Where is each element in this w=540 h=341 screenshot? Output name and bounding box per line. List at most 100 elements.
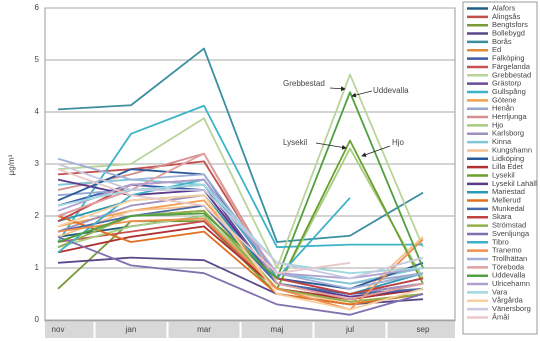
- legend-label: Herrljunga: [492, 112, 527, 121]
- legend-item: Strömstad: [467, 221, 526, 230]
- x-tick-label: sep: [417, 325, 430, 334]
- legend-item: Tibro: [467, 237, 509, 246]
- line: [57, 235, 424, 316]
- legend-item: Trollhättan: [467, 254, 527, 263]
- line: [57, 217, 424, 311]
- legend-item: Lidköping: [467, 154, 524, 163]
- legend-label: Falköping: [492, 54, 525, 63]
- legend-item: Gullspång: [467, 87, 526, 96]
- y-tick-label: 2: [35, 211, 40, 220]
- legend-item: Töreboda: [467, 262, 525, 271]
- legend-label: Grästorp: [492, 79, 521, 88]
- legend-item: Tranemo: [467, 246, 522, 255]
- y-tick-label: 6: [35, 3, 40, 12]
- annotation-arrow: [315, 142, 347, 150]
- legend-label: Lysekil: [492, 170, 515, 179]
- legend-label: Mellerud: [492, 196, 521, 205]
- y-tick-label: 5: [35, 55, 40, 64]
- legend-item: Ed: [467, 45, 501, 54]
- line: [57, 47, 424, 243]
- line: [57, 163, 424, 280]
- legend-label: Götene: [492, 95, 517, 104]
- legend-item: Skara: [467, 212, 512, 221]
- legend-item: Lysekil: [467, 170, 515, 179]
- legend-label: Vårgårda: [492, 296, 524, 305]
- legend-label: Trollhättan: [492, 254, 527, 263]
- legend-label: Åmål: [492, 312, 509, 321]
- legend-label: Tranemo: [492, 246, 522, 255]
- line: [57, 104, 423, 249]
- legend-label: Ed: [492, 45, 501, 54]
- legend-label: Töreboda: [492, 262, 525, 271]
- line: [57, 152, 424, 301]
- annotation: Uddevalla: [373, 86, 409, 95]
- legend-label: Lysekil Lahälla: [492, 179, 540, 188]
- legend-item: Svenljunga: [467, 229, 530, 238]
- legend-item: Mariestad: [467, 187, 525, 196]
- legend-item: Munkedal: [467, 204, 525, 213]
- legend-item: Färgelanda: [467, 62, 531, 71]
- legend-label: Uddevalla: [492, 271, 526, 280]
- legend-item: Henån: [467, 104, 514, 113]
- legend-item: Herrljunga: [467, 112, 527, 121]
- legend-label: Lidköping: [492, 154, 524, 163]
- legend-label: Skara: [492, 212, 512, 221]
- legend-label: Karlsborg: [492, 129, 524, 138]
- x-tick-label: mar: [197, 325, 211, 334]
- annotation-arrow: [351, 90, 373, 98]
- x-tick-label: nov: [52, 325, 65, 334]
- legend-label: Kungshamn: [492, 145, 532, 154]
- line: [57, 183, 424, 275]
- legend-item: Grebbestad: [467, 70, 531, 79]
- legend-label: Munkedal: [492, 204, 525, 213]
- legend-label: Alingsås: [492, 12, 521, 21]
- legend-label: Borås: [492, 37, 512, 46]
- line: [57, 73, 424, 269]
- x-tick-label: maj: [271, 325, 284, 334]
- annotation: Lysekil: [283, 138, 307, 147]
- legend-label: Mariestad: [492, 187, 525, 196]
- annotation-arrow: [329, 86, 346, 92]
- y-label: µg/m³: [7, 154, 16, 175]
- line: [57, 215, 424, 306]
- legend-label: Färgelanda: [492, 62, 531, 71]
- legend-label: Alafors: [492, 3, 516, 12]
- annotation-arrow: [361, 145, 391, 157]
- legend-label: Hjo: [492, 120, 503, 129]
- legend-item: Hjo: [467, 120, 503, 129]
- y-tick-label: 1: [35, 263, 40, 272]
- y-tick-label: 0: [35, 315, 40, 324]
- legend-label: Vänersborg: [492, 304, 531, 313]
- legend-item: Falköping: [467, 54, 525, 63]
- legend-item: Borås: [467, 37, 512, 46]
- legend-item: Åmål: [467, 312, 509, 321]
- y-tick-label: 4: [35, 107, 40, 116]
- legend-item: Götene: [467, 95, 517, 104]
- legend-item: Kinna: [467, 137, 512, 146]
- legend-label: Svenljunga: [492, 229, 530, 238]
- legend-item: Vårgårda: [467, 296, 524, 305]
- legend-item: Kungshamn: [467, 145, 532, 154]
- legend-item: Alingsås: [467, 12, 521, 21]
- legend-item: Grästorp: [467, 79, 521, 88]
- legend-label: Grebbestad: [492, 70, 531, 79]
- legend-label: Gullspång: [492, 87, 526, 96]
- line: [57, 147, 424, 290]
- legend-label: Vara: [492, 287, 508, 296]
- legend-label: Kinna: [492, 137, 512, 146]
- legend-item: Mellerud: [467, 196, 521, 205]
- x-band: [45, 322, 455, 338]
- legend-label: Bollebygd: [492, 29, 525, 38]
- legend-item: Alafors: [467, 3, 516, 12]
- legend-item: Bengtsfors: [467, 20, 528, 29]
- line: [57, 168, 351, 275]
- legend-item: Vara: [467, 287, 508, 296]
- legend-item: Vänersborg: [467, 304, 531, 313]
- legend-label: Lilla Edet: [492, 162, 524, 171]
- legend-item: Uddevalla: [467, 271, 526, 280]
- annotation: Grebbestad: [283, 79, 325, 88]
- legend-label: Ulricehamn: [492, 279, 530, 288]
- y-tick-label: 3: [35, 159, 40, 168]
- legend-item: Lysekil Lahälla: [467, 179, 540, 188]
- legend-label: Bengtsfors: [492, 20, 528, 29]
